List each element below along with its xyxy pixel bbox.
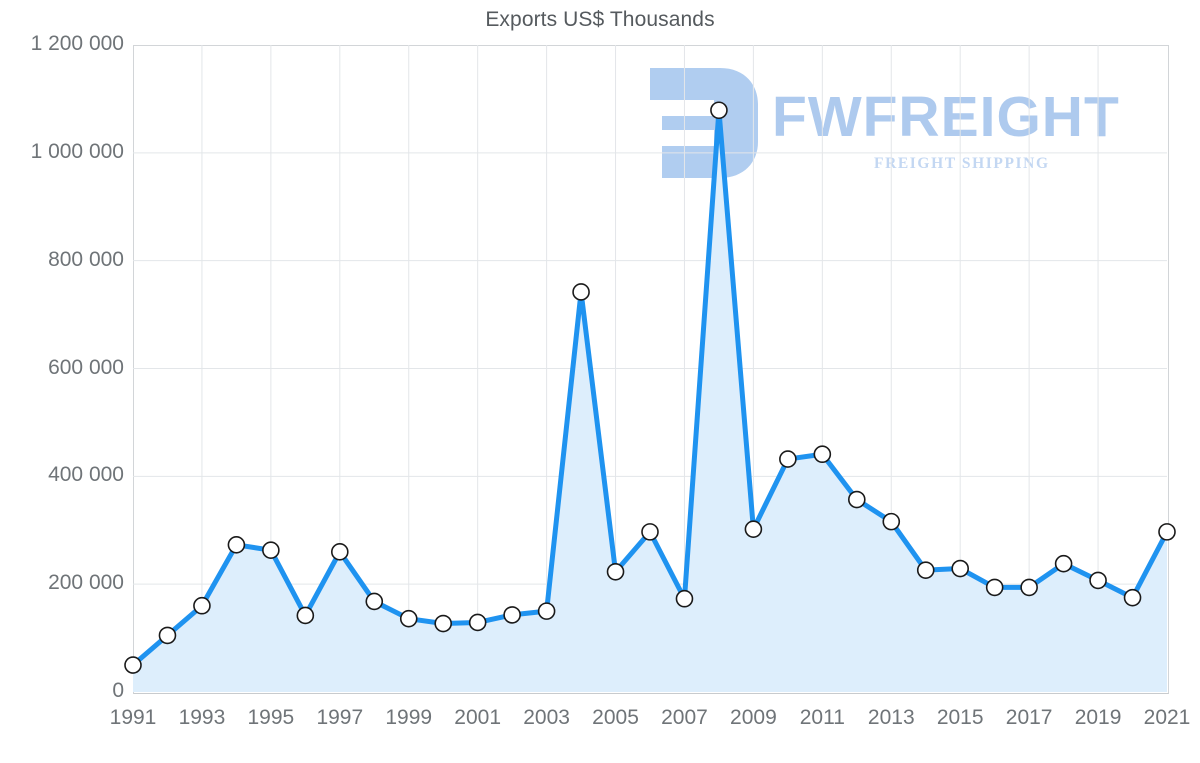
x-tick-label: 1999 <box>385 706 433 729</box>
data-point[interactable] <box>675 589 694 608</box>
data-point[interactable] <box>262 541 280 559</box>
x-tick-label: 2009 <box>730 706 777 729</box>
data-point[interactable] <box>468 613 487 632</box>
area-fill <box>133 110 1167 693</box>
y-tick-label: 0 <box>112 679 124 702</box>
data-point[interactable] <box>1123 588 1142 607</box>
y-tick-label: 1 200 000 <box>30 32 124 55</box>
data-markers <box>124 101 1176 674</box>
x-tick-label: 2015 <box>936 706 984 729</box>
data-point[interactable] <box>296 606 315 625</box>
y-tick-label: 1 000 000 <box>30 139 124 163</box>
x-tick-label: 2011 <box>799 706 845 729</box>
y-tick-label: 400 000 <box>48 463 124 487</box>
chart-title: Exports US$ Thousands <box>485 8 715 31</box>
x-tick-label: 2021 <box>1143 706 1191 729</box>
data-point[interactable] <box>193 596 211 615</box>
data-point[interactable] <box>1158 523 1176 541</box>
data-point[interactable] <box>710 101 728 120</box>
data-point[interactable] <box>537 602 556 620</box>
data-point[interactable] <box>882 512 901 531</box>
x-tick-label: 1997 <box>316 706 364 729</box>
data-point[interactable] <box>951 559 970 578</box>
data-point[interactable] <box>985 578 1004 597</box>
data-point[interactable] <box>606 562 625 581</box>
data-point[interactable] <box>1089 571 1107 590</box>
data-point[interactable] <box>434 614 453 633</box>
x-tick-label: 1993 <box>178 706 226 729</box>
data-point[interactable] <box>1054 554 1073 573</box>
data-point[interactable] <box>399 609 418 628</box>
data-point[interactable] <box>365 592 384 611</box>
data-point[interactable] <box>813 445 832 464</box>
y-tick-label: 800 000 <box>48 247 124 271</box>
x-tick-label: 2005 <box>592 706 639 729</box>
x-tick-label: 2019 <box>1074 706 1122 729</box>
data-point[interactable] <box>847 490 866 509</box>
data-point[interactable] <box>124 656 142 674</box>
data-point[interactable] <box>916 561 935 579</box>
x-tick-label: 1995 <box>247 706 295 729</box>
x-tick-label: 2007 <box>661 706 708 729</box>
data-point[interactable] <box>158 626 177 645</box>
x-tick-label: 2003 <box>523 706 570 729</box>
data-point[interactable] <box>641 523 659 541</box>
data-point[interactable] <box>744 520 763 538</box>
y-tick-label: 200 000 <box>48 571 124 595</box>
x-tick-label: 1991 <box>109 706 157 729</box>
y-tick-label: 600 000 <box>48 355 124 379</box>
data-point[interactable] <box>572 283 590 301</box>
x-tick-label: 2017 <box>1005 706 1053 729</box>
data-point[interactable] <box>330 543 349 561</box>
data-point[interactable] <box>503 606 521 624</box>
x-tick-label: 2001 <box>454 706 502 729</box>
data-point[interactable] <box>1020 578 1038 597</box>
y-axis-labels: 0 200 000 400 000 600 000 800 000 1 000 000 1 … <box>0 0 124 763</box>
data-point[interactable] <box>779 450 797 468</box>
x-tick-label: 2013 <box>867 706 915 729</box>
data-point[interactable] <box>227 536 246 554</box>
plot-area <box>133 45 1169 694</box>
